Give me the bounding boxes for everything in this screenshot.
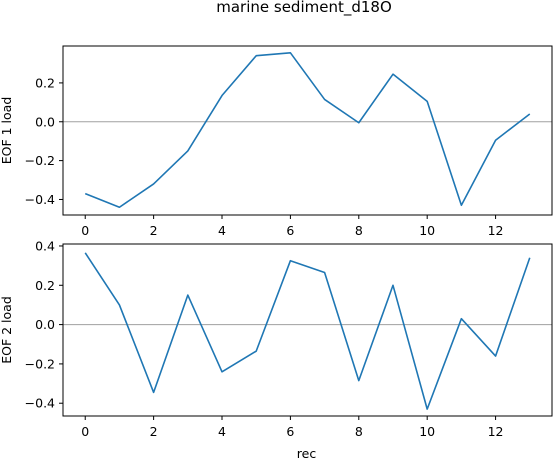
axes-frame [62,45,553,216]
y-tick-label: 0.0 [35,317,55,332]
chart-title: marine sediment_d18O [216,0,392,17]
y-tick-label: 0.4 [35,238,55,253]
series-line-1 [84,51,531,209]
x-tick-label: 8 [355,223,363,238]
x-tick-label: 12 [488,223,504,238]
axes-frame [62,243,553,417]
x-tick-label: 2 [150,223,158,238]
x-axis-label: rec [297,446,317,460]
x-tick-label: 0 [81,223,89,238]
x-tick-label: 4 [218,424,226,439]
x-tick-label: 12 [488,424,504,439]
y-tick-label: 0.0 [35,114,55,129]
y-tick-label: −0.2 [25,153,55,168]
x-tick-label: 8 [355,424,363,439]
y-axis-label: EOF 2 load [0,296,14,364]
series-line-1 [84,252,531,410]
y-tick-label: −0.2 [25,356,55,371]
y-tick-label: 0.2 [35,75,55,90]
x-tick-label: 6 [286,223,294,238]
subplots: 0 2 4 6 8 10 12 0.2 0.0 −0.2 −0.4 EOF 1 load 0 2 4 6 8 10… [0,45,553,460]
x-tick-label: 10 [419,223,435,238]
subplot-1: 0 2 4 6 8 10 12 0.2 0.0 −0.2 −0.4 EOF 1 load [0,45,553,238]
x-tick-label: 6 [286,424,294,439]
x-tick-label: 0 [81,424,89,439]
x-tick-label: 10 [419,424,435,439]
x-tick-label: 4 [218,223,226,238]
x-tick-label: 2 [150,424,158,439]
y-axis-label: EOF 1 load [0,97,14,165]
y-tick-label: −0.4 [25,192,55,207]
y-tick-label: 0.2 [35,278,55,293]
y-tick-label: −0.4 [25,396,55,411]
subplot-2: 0 2 4 6 8 10 12 0.4 0.2 0.0 −0.2 −0.4 EOF 2 load rec [0,238,553,460]
